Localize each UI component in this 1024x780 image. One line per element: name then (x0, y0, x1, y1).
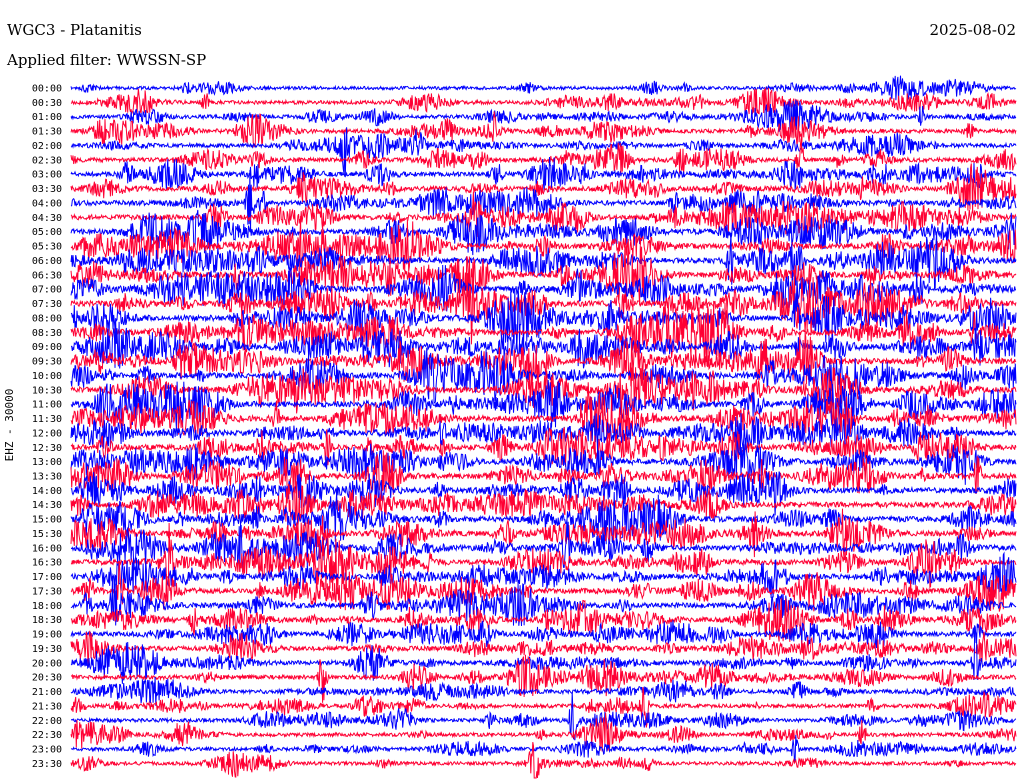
seismic-trace (70, 231, 1017, 290)
trace-time-label: 07:30 (32, 299, 62, 310)
seismic-trace (70, 300, 1017, 367)
seismic-trace (70, 379, 1017, 429)
date-label: 2025-08-02 (929, 21, 1016, 39)
trace-time-label: 19:30 (32, 644, 62, 655)
trace-time-label: 17:00 (32, 572, 62, 583)
seismic-trace (70, 519, 1017, 572)
trace-time-label: 22:00 (32, 716, 62, 727)
trace-time-label: 08:00 (32, 313, 62, 324)
seismic-trace (70, 261, 1017, 345)
trace-time-label: 04:30 (32, 213, 62, 224)
seismic-trace (70, 481, 1017, 527)
seismic-trace (70, 676, 1017, 706)
seismic-trace (70, 286, 1017, 351)
seismic-trace (70, 156, 1017, 193)
seismic-trace (70, 321, 1017, 369)
trace-time-label: 10:00 (32, 371, 62, 382)
trace-time-label: 17:30 (32, 586, 62, 597)
seismic-trace (70, 654, 1017, 703)
seismic-trace (70, 687, 1017, 728)
trace-time-label: 10:30 (32, 385, 62, 396)
seismic-trace (70, 437, 1017, 485)
trace-time-label: 00:30 (32, 98, 62, 109)
seismic-trace (70, 75, 1017, 101)
trace-time-label: 22:30 (32, 730, 62, 741)
trace-time-label: 11:30 (32, 414, 62, 425)
trace-time-label: 09:30 (32, 357, 62, 368)
trace-time-label: 23:00 (32, 745, 62, 756)
trace-time-label: 12:00 (32, 428, 62, 439)
trace-time-label: 09:00 (32, 342, 62, 353)
trace-time-label: 13:30 (32, 471, 62, 482)
trace-time-label: 20:00 (32, 658, 62, 669)
station-title: WGC3 - Platanitis (7, 21, 142, 39)
seismic-trace (70, 560, 1017, 612)
seismic-trace (70, 215, 1017, 285)
seismic-trace (70, 264, 1016, 312)
trace-time-label: 23:30 (32, 759, 62, 770)
trace-time-label: 13:00 (32, 457, 62, 468)
seismic-trace (70, 163, 1017, 214)
seismic-trace (70, 491, 1017, 547)
seismic-trace (70, 111, 1017, 149)
trace-time-label: 02:30 (32, 155, 62, 166)
trace-time-label: 07:00 (32, 285, 62, 296)
trace-time-label: 14:30 (32, 500, 62, 511)
trace-time-label: 19:00 (32, 630, 62, 641)
seismic-trace (70, 575, 1017, 627)
seismic-trace (70, 734, 1017, 763)
seismic-trace (70, 692, 1017, 741)
seismic-trace (70, 426, 1017, 468)
trace-time-label: 05:30 (32, 242, 62, 253)
seismic-trace (70, 209, 1017, 256)
trace-time-label: 16:30 (32, 558, 62, 569)
trace-time-label: 18:30 (32, 615, 62, 626)
seismic-trace (70, 412, 1017, 453)
trace-time-label: 03:00 (32, 170, 62, 181)
seismic-trace (70, 742, 1017, 779)
trace-time-label: 18:00 (32, 601, 62, 612)
trace-time-label: 06:00 (32, 256, 62, 267)
trace-time-label: 11:00 (32, 400, 62, 411)
seismic-trace (70, 712, 1017, 752)
seismic-trace (70, 87, 1017, 117)
seismic-trace (70, 450, 1017, 502)
seismic-trace (70, 191, 1017, 238)
seismic-trace (70, 598, 1017, 642)
trace-time-label: 08:30 (32, 328, 62, 339)
seismic-trace (70, 99, 1017, 133)
trace-time-label: 14:00 (32, 486, 62, 497)
trace-time-label: 02:00 (32, 141, 62, 152)
seismic-trace (70, 332, 1017, 387)
trace-time-label: 03:30 (32, 184, 62, 195)
trace-time-label: 12:30 (32, 443, 62, 454)
seismic-trace (70, 620, 1017, 649)
seismic-trace (70, 630, 1017, 667)
trace-time-label: 21:00 (32, 687, 62, 698)
seismic-trace (70, 127, 1017, 178)
trace-time-label: 21:30 (32, 701, 62, 712)
trace-time-label: 00:00 (32, 84, 62, 95)
seismic-trace (70, 347, 1017, 405)
seismic-trace (70, 551, 1017, 598)
trace-time-label: 16:00 (32, 543, 62, 554)
trace-time-label: 05:00 (32, 227, 62, 238)
trace-time-label: 04:00 (32, 198, 62, 209)
trace-time-label: 15:00 (32, 515, 62, 526)
filter-label: Applied filter: WWSSN-SP (7, 51, 207, 69)
seismic-trace (70, 508, 1017, 558)
trace-time-label: 06:30 (32, 270, 62, 281)
trace-time-label: 01:00 (32, 112, 62, 123)
seismic-trace (70, 471, 1017, 516)
trace-time-label: 01:30 (32, 127, 62, 138)
seismic-trace (70, 382, 1017, 445)
trace-time-label: 15:30 (32, 529, 62, 540)
trace-time-label: 20:30 (32, 673, 62, 684)
seismic-trace (70, 138, 1017, 174)
